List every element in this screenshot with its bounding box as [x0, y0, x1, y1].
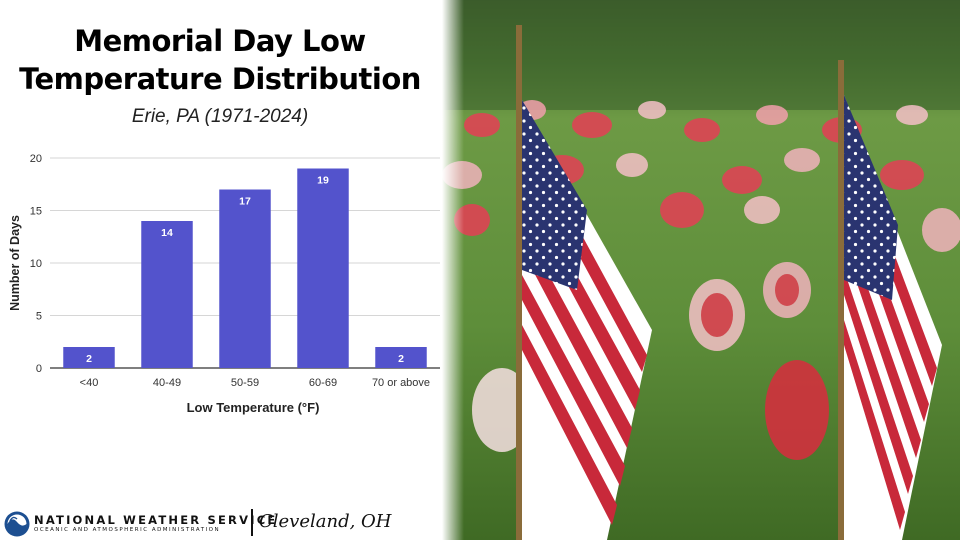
bar — [141, 221, 193, 368]
y-tick-label: 10 — [30, 258, 42, 270]
x-tick-label: 70 or above — [372, 377, 430, 389]
office-name: Cleveland, OH — [259, 511, 392, 532]
x-tick-label: <40 — [80, 377, 99, 389]
x-tick-label: 50-59 — [231, 377, 259, 389]
flag-left — [516, 25, 652, 540]
y-tick-label: 5 — [36, 311, 42, 323]
y-axis-title: Number of Days — [8, 215, 22, 311]
page-title: Memorial Day Low Temperature Distributio… — [0, 22, 440, 98]
data-label: 19 — [317, 175, 329, 187]
american-flags-photo — [442, 0, 960, 540]
page-subtitle: Erie, PA (1971-2024) — [131, 106, 309, 127]
bar — [63, 347, 115, 368]
data-label: 2 — [86, 353, 92, 365]
x-tick-label: 60-69 — [309, 377, 337, 389]
bar — [219, 189, 271, 368]
bar — [297, 168, 349, 368]
chart-panel: Memorial Day Low Temperature Distributio… — [0, 0, 450, 540]
bar — [375, 347, 427, 368]
y-tick-label: 0 — [36, 363, 42, 375]
x-axis-title: Low Temperature (°F) — [187, 400, 320, 415]
y-tick-label: 20 — [30, 153, 42, 165]
title-line-2: Temperature Distribution — [19, 62, 421, 96]
footer: NATIONAL WEATHER SERVICE OCEANIC AND ATM… — [0, 505, 450, 540]
data-label: 14 — [161, 227, 173, 239]
agency-subtitle: OCEANIC AND ATMOSPHERIC ADMINISTRATION — [34, 527, 221, 533]
title-line-1: Memorial Day Low — [74, 24, 366, 58]
data-label: 17 — [239, 196, 251, 208]
data-label: 2 — [398, 353, 404, 365]
x-tick-label: 40-49 — [153, 377, 181, 389]
agency-name: NATIONAL WEATHER SERVICE — [34, 513, 278, 527]
bar-chart: 0 5 10 15 20 2 <40 14 40-49 17 50-59 19 60-69 2 70 or … — [8, 153, 440, 415]
footer-divider — [251, 509, 253, 536]
y-tick-label: 15 — [30, 206, 42, 218]
noaa-logo-icon — [4, 511, 30, 537]
flag-right — [838, 60, 942, 540]
